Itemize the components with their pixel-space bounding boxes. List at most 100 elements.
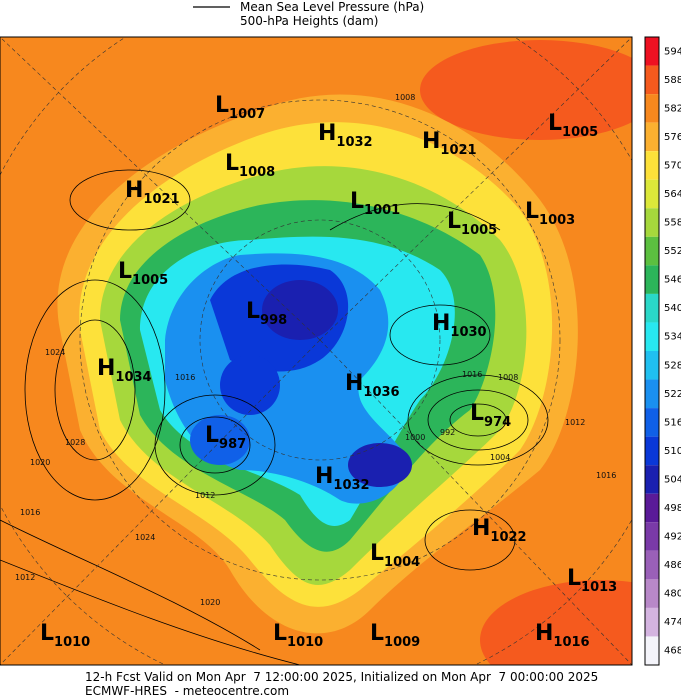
contour-label: 1016: [175, 373, 195, 382]
center-value: 1030: [450, 325, 486, 340]
center-value: 1001: [364, 203, 400, 218]
center-value: 1032: [333, 478, 369, 493]
pressure-center: H1032: [318, 121, 373, 150]
pressure-center: L1005: [447, 209, 497, 238]
pressure-center: H1034: [97, 356, 152, 385]
pressure-center: L987: [205, 423, 246, 452]
contour-label: 1024: [45, 348, 65, 357]
colorbar-label: 558: [664, 218, 681, 229]
colorbar-segment: [645, 408, 659, 437]
colorbar-label: 480: [664, 589, 681, 600]
center-value: 998: [260, 313, 287, 328]
pressure-center: H1030: [432, 311, 487, 340]
colorbar-label: 498: [664, 503, 681, 514]
pressure-center: L1010: [273, 621, 323, 650]
center-value: 1036: [363, 385, 399, 400]
pressure-center: H1021: [422, 129, 477, 158]
contour-label: 1016: [596, 471, 616, 480]
center-value: 1034: [115, 370, 151, 385]
center-type: L: [215, 93, 229, 118]
pressure-center: L998: [246, 299, 287, 328]
pressure-center: L1004: [370, 541, 420, 570]
center-type: H: [432, 311, 450, 336]
center-value: 1032: [336, 135, 372, 150]
contour-label: 1024: [135, 533, 155, 542]
pressure-center: L1001: [350, 189, 400, 218]
colorbar-segment: [645, 607, 659, 637]
colorbar-label: 588: [664, 75, 681, 86]
colorbar-label: 474: [664, 617, 681, 628]
colorbar-segment: [645, 322, 659, 351]
center-value: 1016: [553, 635, 589, 650]
center-type: L: [273, 621, 287, 646]
pressure-center: H1036: [345, 371, 400, 400]
center-type: L: [118, 259, 132, 284]
center-type: H: [125, 178, 143, 203]
colorbar-segment: [645, 550, 659, 580]
colorbar-segment: [645, 151, 659, 180]
colorbar-segment: [645, 37, 659, 66]
footer-valid: 12-h Fcst Valid on Mon Apr 7 12:00:00 20…: [85, 670, 598, 684]
contour-label: 1012: [565, 418, 585, 427]
legend-heights: 500-hPa Heights (dam): [240, 14, 378, 28]
center-value: 987: [219, 437, 246, 452]
contour-label: 1004: [490, 453, 510, 462]
center-type: L: [246, 299, 260, 324]
contour-label: 1012: [15, 573, 35, 582]
colorbar-label: 546: [664, 275, 681, 286]
pressure-center: L1013: [567, 566, 617, 595]
colorbar-frame: [644, 36, 660, 666]
center-type: H: [535, 621, 553, 646]
pressure-center: H1016: [535, 621, 590, 650]
colorbar-segment: [645, 65, 659, 95]
colorbar-label: 528: [664, 360, 681, 371]
colorbar-segment: [645, 522, 659, 551]
center-value: 974: [484, 415, 511, 430]
colorbar: 594 588 582 576 570 564 558 552 546 540 534 528 522 5…: [644, 36, 681, 666]
center-type: H: [472, 516, 490, 541]
center-type: L: [40, 621, 54, 646]
colorbar-label: 510: [664, 446, 681, 457]
pressure-center: H1022: [472, 516, 527, 545]
colorbar-label: 486: [664, 560, 681, 571]
pressure-center: L974: [470, 401, 511, 430]
center-value: 1008: [239, 165, 275, 180]
colorbar-label: 582: [664, 103, 681, 114]
colorbar-label: 564: [664, 189, 681, 200]
contour-label: 1000: [405, 433, 425, 442]
center-value: 1005: [562, 125, 598, 140]
pressure-center: L1010: [40, 621, 90, 650]
colorbar-segment: [645, 436, 659, 466]
colorbar-label: 552: [664, 246, 681, 257]
center-value: 1013: [581, 580, 617, 595]
colorbar-segment: [645, 379, 659, 409]
colorbar-segment: [645, 122, 659, 152]
map-frame: [0, 36, 633, 666]
colorbar-segment: [645, 636, 659, 665]
center-type: L: [525, 199, 539, 224]
contour-label: 1016: [462, 370, 482, 379]
footer-source: ECMWF-HRES - meteocentre.com: [85, 684, 289, 698]
colorbar-label: 504: [664, 474, 681, 485]
colorbar-label: 576: [664, 132, 681, 143]
colorbar-segment: [645, 293, 659, 323]
center-type: L: [447, 209, 461, 234]
center-type: L: [370, 621, 384, 646]
center-type: L: [548, 111, 562, 136]
center-value: 1005: [132, 273, 168, 288]
center-value: 1004: [384, 555, 420, 570]
colorbar-segment: [645, 94, 659, 123]
contour-label: 1020: [200, 598, 220, 607]
pressure-center: L1008: [225, 151, 275, 180]
center-value: 1010: [287, 635, 323, 650]
colorbar-label: 492: [664, 532, 681, 543]
pressure-center: L1005: [548, 111, 598, 140]
center-value: 1009: [384, 635, 420, 650]
pressure-center: H1032: [315, 464, 370, 493]
center-value: 1022: [490, 530, 526, 545]
colorbar-segment: [645, 465, 659, 494]
contour-labels: 1008 1024 1028 1020 1016 1012 1020 1024 1012 1016…: [15, 93, 616, 607]
